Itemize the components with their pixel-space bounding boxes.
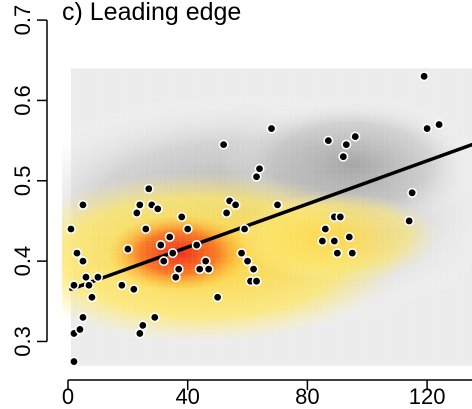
x-tick-label: 120 [409, 384, 446, 409]
data-point [176, 211, 187, 222]
data-point [77, 199, 88, 210]
data-point [68, 356, 79, 367]
y-tick-label: 0.3 [10, 326, 35, 357]
data-point [68, 280, 79, 291]
data-point [203, 264, 214, 275]
data-point [212, 292, 223, 303]
data-point [128, 284, 139, 295]
x-tick-label: 80 [295, 384, 319, 409]
x-tick-label: 40 [175, 384, 199, 409]
data-point [140, 223, 151, 234]
data-point [218, 139, 229, 150]
data-point [86, 292, 97, 303]
data-point [74, 324, 85, 335]
trend-line [69, 142, 472, 291]
data-point [137, 320, 148, 331]
data-point [272, 199, 283, 210]
data-point [92, 272, 103, 283]
data-point [230, 199, 241, 210]
data-point [239, 223, 250, 234]
data-point [254, 163, 265, 174]
data-point [266, 123, 277, 134]
data-point [317, 236, 328, 247]
data-point [335, 211, 346, 222]
data-point [236, 248, 247, 259]
data-point [332, 248, 343, 259]
data-point [344, 232, 355, 243]
data-point [248, 264, 259, 275]
data-point [347, 248, 358, 259]
data-point [143, 183, 154, 194]
data-point [80, 272, 91, 283]
data-point [221, 207, 232, 218]
data-points [65, 71, 445, 367]
data-point [167, 248, 178, 259]
data-point [122, 244, 133, 255]
data-point [407, 187, 418, 198]
data-point [173, 264, 184, 275]
data-point [149, 312, 160, 323]
data-point [71, 248, 82, 259]
data-point [251, 171, 262, 182]
data-point [323, 135, 334, 146]
y-tick-label: 0.4 [10, 246, 35, 277]
chart-title: c) Leading edge [62, 0, 241, 26]
data-point [341, 139, 352, 150]
data-point [419, 71, 430, 82]
data-point [350, 131, 361, 142]
axes: 0.3 0.4 0.5 0.6 0.7 0 40 80 120 [10, 5, 472, 409]
data-point [116, 280, 127, 291]
x-tick-label: 0 [62, 384, 74, 409]
y-tick-label: 0.5 [10, 165, 35, 196]
data-point [155, 240, 166, 251]
data-point [434, 119, 445, 130]
data-point [77, 256, 88, 267]
data-point [158, 256, 169, 267]
data-point [152, 203, 163, 214]
density-grid [62, 0, 472, 372]
data-point [194, 264, 205, 275]
data-point [200, 256, 211, 267]
data-point [422, 123, 433, 134]
data-point [131, 207, 142, 218]
data-point [164, 232, 175, 243]
data-point [134, 328, 145, 339]
data-point [170, 272, 181, 283]
density-background [62, 0, 472, 372]
data-point [251, 276, 262, 287]
data-point [191, 240, 202, 251]
data-point [320, 223, 331, 234]
y-tick-label: 0.7 [10, 5, 35, 36]
data-point [338, 151, 349, 162]
data-point [329, 236, 340, 247]
data-point [242, 256, 253, 267]
regression-line [69, 142, 472, 291]
y-tick-label: 0.6 [10, 85, 35, 116]
data-point [65, 223, 76, 234]
data-point [134, 199, 145, 210]
data-point [404, 215, 415, 226]
data-point [83, 280, 94, 291]
data-point [77, 312, 88, 323]
data-point [182, 223, 193, 234]
